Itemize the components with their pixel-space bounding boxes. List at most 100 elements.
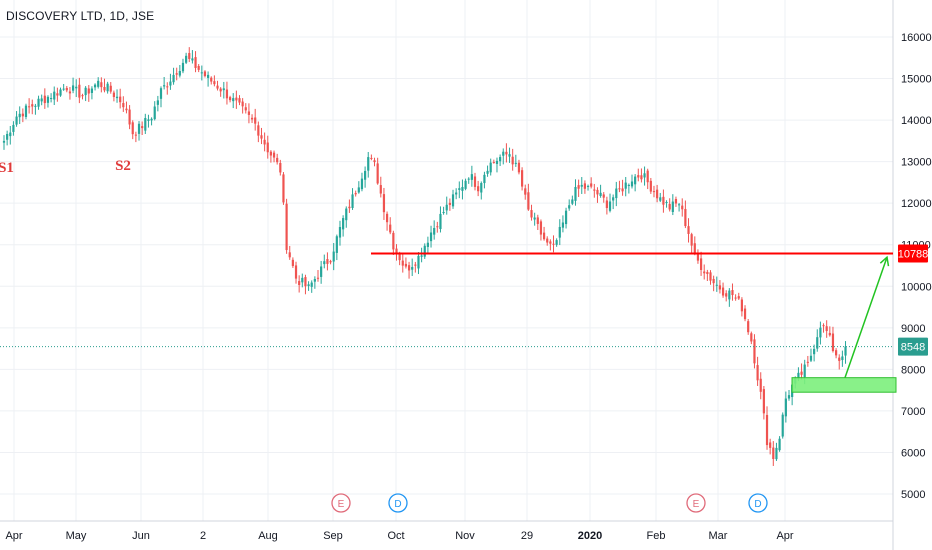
candle-body[interactable] [461,186,464,191]
candle-body[interactable] [75,86,78,89]
candle-body[interactable] [338,227,342,238]
candle-body[interactable] [103,86,106,91]
candle-body[interactable] [489,162,492,173]
candle-body[interactable] [643,173,646,178]
candle-body[interactable] [473,176,477,187]
candle-body[interactable] [521,170,524,187]
candle-body[interactable] [640,175,643,180]
candle-body[interactable] [329,261,332,263]
candle-body[interactable] [125,108,128,111]
candle-body[interactable] [693,243,696,253]
candle-body[interactable] [56,93,59,96]
candle-body[interactable] [385,213,389,223]
candle-body[interactable] [78,84,81,98]
candle-body[interactable] [464,180,467,189]
candle-body[interactable] [445,204,448,211]
candle-body[interactable] [696,254,700,261]
candle-body[interactable] [442,212,445,214]
candle-body[interactable] [254,117,257,124]
candle-body[interactable] [87,88,90,94]
candle-body[interactable] [395,248,398,253]
candle-body[interactable] [477,186,480,192]
candle-body[interactable] [28,106,31,108]
candle-body[interactable] [583,183,586,189]
candle-body[interactable] [62,88,65,90]
candle-body[interactable] [382,194,386,213]
candle-body[interactable] [370,157,373,159]
candle-body[interactable] [662,196,665,205]
candle-body[interactable] [335,236,338,253]
candle-body[interactable] [351,194,354,208]
candle-body[interactable] [806,361,809,363]
candle-body[interactable] [119,96,122,103]
candle-body[interactable] [298,281,301,285]
candle-body[interactable] [681,205,684,210]
candle-body[interactable] [769,442,772,448]
candle-body[interactable] [533,217,536,220]
candle-body[interactable] [97,80,100,87]
candle-body[interactable] [188,53,191,59]
candle-body[interactable] [624,182,627,189]
candle-body[interactable] [207,74,210,78]
candle-body[interactable] [194,57,197,68]
candle-body[interactable] [326,259,329,264]
dividend-marker[interactable] [748,493,768,513]
candle-body[interactable] [401,260,404,266]
candle-body[interactable] [715,284,718,286]
candle-body[interactable] [564,210,568,225]
candle-body[interactable] [486,170,489,174]
candle-body[interactable] [310,282,313,287]
candle-body[interactable] [844,346,847,356]
candle-body[interactable] [68,91,72,94]
candle-body[interactable] [731,290,734,296]
candle-body[interactable] [411,267,414,270]
candle-body[interactable] [122,103,125,108]
candle-body[interactable] [458,188,461,190]
candle-body[interactable] [608,201,612,211]
candle-body[interactable] [238,98,241,103]
candle-body[interactable] [835,350,838,356]
candle-body[interactable] [561,222,565,228]
candle-body[interactable] [684,208,687,227]
candle-body[interactable] [417,255,420,269]
candle-body[interactable] [492,161,495,163]
candle-body[interactable] [178,70,181,76]
candle-body[interactable] [781,414,784,437]
candle-body[interactable] [360,178,364,190]
candle-body[interactable] [307,284,310,287]
candle-body[interactable] [364,170,367,180]
candle-body[interactable] [6,133,9,140]
candle-body[interactable] [637,175,640,178]
candle-body[interactable] [568,205,571,209]
candle-body[interactable] [15,116,18,125]
candle-body[interactable] [291,259,294,266]
candle-body[interactable] [197,65,200,70]
candle-body[interactable] [34,105,37,107]
candle-body[interactable] [276,157,279,163]
support-zone[interactable] [791,377,897,393]
candle-body[interactable] [144,118,147,131]
candle-body[interactable] [266,142,269,153]
candle-body[interactable] [50,98,53,100]
candle-body[interactable] [166,86,169,88]
candle-body[interactable] [828,332,831,336]
candle-body[interactable] [787,395,791,399]
candle-body[interactable] [213,81,216,85]
candle-body[interactable] [577,185,580,189]
projection-arrow-line[interactable] [844,256,888,378]
candle-body[interactable] [392,232,395,250]
candle-body[interactable] [247,111,251,115]
candle-body[interactable] [652,191,656,193]
candle-body[interactable] [495,160,499,164]
candle-body[interactable] [508,154,511,157]
candle-body[interactable] [612,197,615,201]
candle-body[interactable] [9,132,12,137]
candle-body[interactable] [743,308,747,320]
candle-body[interactable] [665,201,668,203]
candle-body[interactable] [725,293,728,297]
candle-body[interactable] [53,91,56,100]
candle-body[interactable] [605,200,608,209]
candle-body[interactable] [514,162,517,164]
candle-body[interactable] [93,84,97,88]
candle-body[interactable] [159,88,163,99]
